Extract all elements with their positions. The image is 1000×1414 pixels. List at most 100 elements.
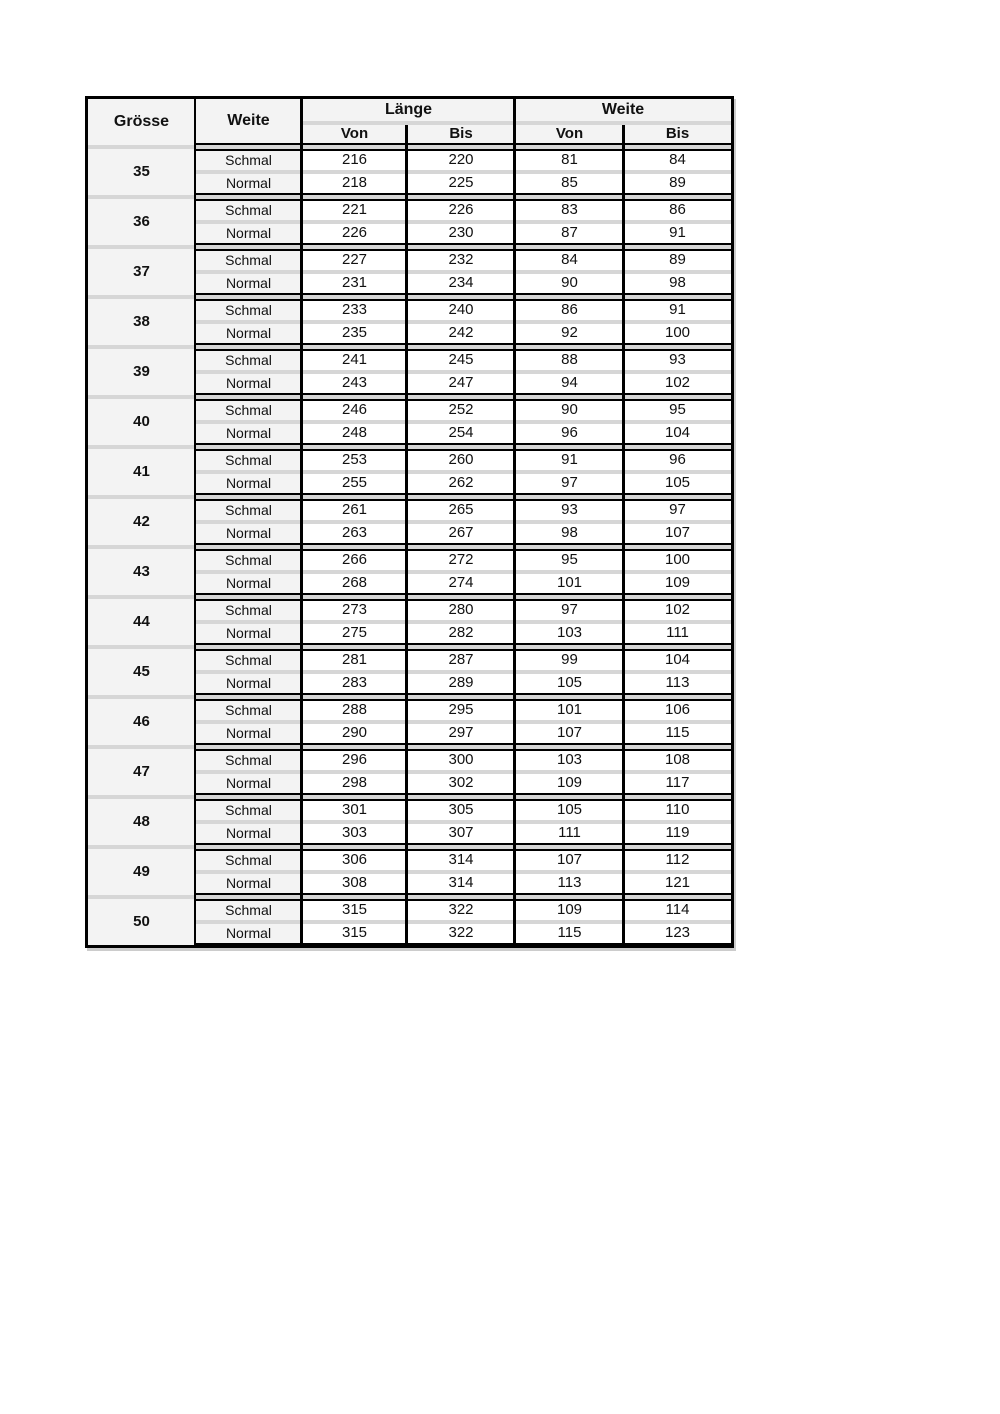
value-cell: 91 (624, 224, 731, 245)
width-label-cell: Schmal (195, 849, 302, 870)
width-label-cell: Normal (195, 224, 302, 245)
value-cell: 86 (624, 199, 731, 220)
width-label-cell: Normal (195, 174, 302, 195)
width-label-cell: Schmal (195, 449, 302, 470)
value-cell: 218 (302, 174, 407, 195)
size-cell: 40 (88, 399, 195, 445)
size-cell: 43 (88, 549, 195, 595)
size-row-schmal: 49 Schmal 306 314 107 112 (88, 849, 731, 895)
value-cell: 96 (624, 449, 731, 470)
size-row-schmal: 40 Schmal 246 252 90 95 (88, 399, 731, 445)
size-row-normal: Normal 298 302 109 117 (88, 774, 731, 795)
value-cell: 107 (624, 524, 731, 545)
width-label-cell: Schmal (195, 749, 302, 770)
value-cell: 85 (515, 174, 624, 195)
value-cell: 107 (515, 849, 624, 870)
value-cell: 84 (515, 249, 624, 270)
size-cell: 50 (88, 899, 195, 945)
value-cell: 252 (407, 399, 515, 420)
value-cell: 230 (407, 224, 515, 245)
value-cell: 235 (302, 324, 407, 345)
value-cell: 113 (515, 874, 624, 895)
width-label-cell: Schmal (195, 799, 302, 820)
header-laenge-section: Länge (302, 99, 515, 121)
size-row-schmal: 36 Schmal 221 226 83 86 (88, 199, 731, 245)
width-label-cell: Normal (195, 574, 302, 595)
value-cell: 216 (302, 149, 407, 170)
size-row-normal: Normal 303 307 111 119 (88, 824, 731, 845)
width-label-cell: Schmal (195, 199, 302, 220)
value-cell: 113 (624, 674, 731, 695)
value-cell: 302 (407, 774, 515, 795)
value-cell: 83 (515, 199, 624, 220)
value-cell: 99 (515, 649, 624, 670)
value-cell: 101 (515, 699, 624, 720)
value-cell: 92 (515, 324, 624, 345)
value-cell: 93 (515, 499, 624, 520)
value-cell: 114 (624, 899, 731, 920)
value-cell: 89 (624, 249, 731, 270)
header-row-vonbis: Von Bis Von Bis (88, 125, 731, 145)
value-cell: 123 (624, 924, 731, 945)
value-cell: 315 (302, 924, 407, 945)
value-cell: 308 (302, 874, 407, 895)
value-cell: 115 (624, 724, 731, 745)
value-cell: 227 (302, 249, 407, 270)
size-cell: 46 (88, 699, 195, 745)
value-cell: 263 (302, 524, 407, 545)
size-row-normal: Normal 263 267 98 107 (88, 524, 731, 545)
width-label-cell: Normal (195, 824, 302, 845)
size-row-schmal: 37 Schmal 227 232 84 89 (88, 249, 731, 295)
value-cell: 303 (302, 824, 407, 845)
size-table-body: 35 Schmal 216 220 81 84 Normal 218 225 85 89 36 Schm… (88, 149, 731, 945)
value-cell: 107 (515, 724, 624, 745)
value-cell: 102 (624, 599, 731, 620)
value-cell: 105 (515, 674, 624, 695)
size-row-normal: Normal 235 242 92 100 (88, 324, 731, 345)
value-cell: 288 (302, 699, 407, 720)
value-cell: 255 (302, 474, 407, 495)
value-cell: 261 (302, 499, 407, 520)
width-label-cell: Normal (195, 374, 302, 395)
size-row-schmal: 44 Schmal 273 280 97 102 (88, 599, 731, 645)
value-cell: 119 (624, 824, 731, 845)
value-cell: 300 (407, 749, 515, 770)
width-label-cell: Schmal (195, 149, 302, 170)
size-row-schmal: 39 Schmal 241 245 88 93 (88, 349, 731, 395)
value-cell: 287 (407, 649, 515, 670)
header-weite-bis: Bis (624, 125, 731, 145)
value-cell: 89 (624, 174, 731, 195)
value-cell: 121 (624, 874, 731, 895)
width-label-cell: Normal (195, 524, 302, 545)
width-label-cell: Schmal (195, 549, 302, 570)
value-cell: 260 (407, 449, 515, 470)
value-cell: 104 (624, 649, 731, 670)
value-cell: 91 (624, 299, 731, 320)
value-cell: 93 (624, 349, 731, 370)
value-cell: 232 (407, 249, 515, 270)
value-cell: 266 (302, 549, 407, 570)
value-cell: 262 (407, 474, 515, 495)
size-table: Grösse Weite Länge Weite Von Bis Von Bis… (88, 99, 731, 945)
size-row-schmal: 38 Schmal 233 240 86 91 (88, 299, 731, 345)
value-cell: 290 (302, 724, 407, 745)
size-row-normal: Normal 268 274 101 109 (88, 574, 731, 595)
value-cell: 86 (515, 299, 624, 320)
size-cell: 42 (88, 499, 195, 545)
value-cell: 283 (302, 674, 407, 695)
value-cell: 254 (407, 424, 515, 445)
width-label-cell: Normal (195, 424, 302, 445)
value-cell: 296 (302, 749, 407, 770)
value-cell: 221 (302, 199, 407, 220)
value-cell: 226 (407, 199, 515, 220)
width-label-cell: Normal (195, 774, 302, 795)
value-cell: 314 (407, 849, 515, 870)
value-cell: 231 (302, 274, 407, 295)
header-weite-section: Weite (515, 99, 731, 121)
value-cell: 273 (302, 599, 407, 620)
size-row-normal: Normal 226 230 87 91 (88, 224, 731, 245)
width-label-cell: Normal (195, 624, 302, 645)
width-label-cell: Schmal (195, 349, 302, 370)
size-cell: 44 (88, 599, 195, 645)
value-cell: 289 (407, 674, 515, 695)
